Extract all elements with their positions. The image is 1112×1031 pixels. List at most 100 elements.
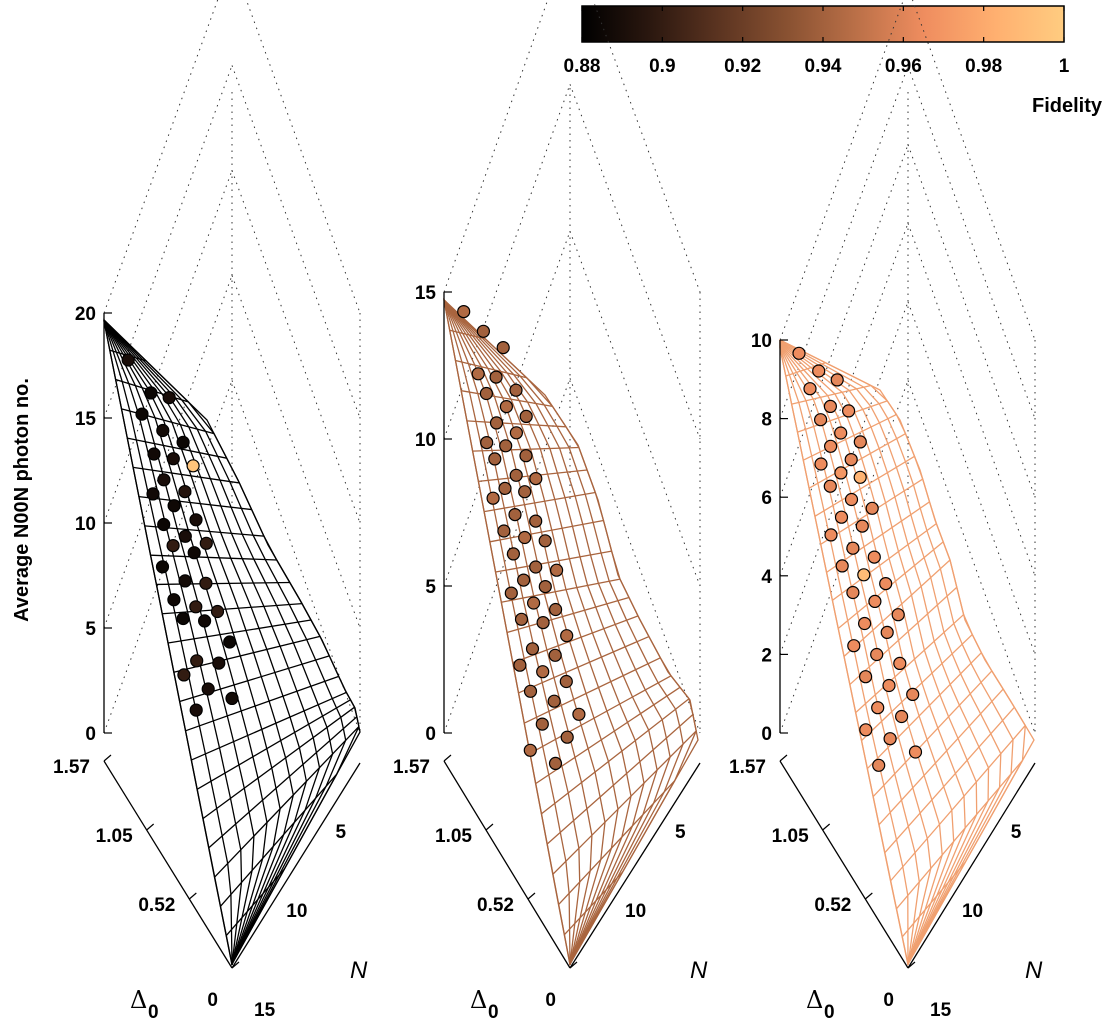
data-point	[529, 560, 543, 574]
data-point	[835, 559, 849, 573]
z-tick-label: 5	[85, 619, 96, 640]
surface-line	[483, 491, 596, 513]
data-point	[529, 472, 543, 486]
data-point	[883, 732, 897, 746]
surface-line	[443, 299, 658, 965]
surface-line	[540, 698, 690, 815]
z-tick-label: 0	[761, 724, 772, 745]
box-gridline	[569, 231, 701, 587]
surface-line	[443, 299, 606, 965]
surface-line	[138, 495, 252, 511]
box-gridline	[569, 84, 701, 440]
delta-axis-line	[443, 760, 571, 969]
surface-line	[103, 319, 347, 965]
data-point	[155, 560, 170, 574]
surface-line	[196, 699, 351, 790]
data-point	[823, 479, 837, 493]
surface-line	[461, 390, 553, 408]
n-tick-label: 5	[675, 822, 686, 843]
z-tick-label: 15	[415, 283, 437, 304]
surface-line	[443, 299, 645, 965]
box-gridline	[779, 223, 909, 576]
z-tick-label: 5	[425, 577, 436, 598]
colorbar-tick-label: 0.88	[564, 56, 601, 77]
delta-axis-subscript: 0	[824, 1002, 835, 1023]
surface-line	[466, 420, 567, 428]
surface-line	[103, 320, 268, 965]
surface-line	[518, 635, 650, 694]
data-point	[225, 691, 239, 706]
data-point	[509, 426, 524, 440]
data-point	[157, 473, 171, 487]
box-gridline	[569, 378, 701, 734]
surface-line	[443, 299, 619, 965]
colorbar-tick-label: 0.96	[885, 56, 922, 77]
n-axis-line	[907, 762, 1036, 969]
data-point	[792, 346, 806, 360]
surface-line	[506, 596, 630, 634]
data-point	[186, 459, 200, 473]
data-point	[506, 547, 521, 561]
data-point	[548, 602, 563, 617]
axes	[443, 292, 701, 969]
data-point	[560, 629, 574, 643]
surface-line	[443, 299, 571, 965]
data-point	[536, 615, 550, 630]
surface-line	[779, 347, 909, 966]
data-point	[834, 510, 849, 524]
box-gridline	[907, 301, 1036, 655]
data-point	[486, 491, 500, 505]
data-point	[894, 709, 909, 724]
data-point	[514, 612, 529, 626]
colorbar-tick-label: 0.92	[724, 56, 761, 77]
surface-line	[779, 341, 990, 965]
box-gridline	[443, 0, 549, 293]
colorbar-gradient	[581, 5, 1065, 43]
data-point	[519, 409, 533, 423]
delta-axis-line	[103, 760, 233, 969]
data-point	[857, 616, 872, 631]
data-point	[870, 647, 884, 662]
delta-tick-mark	[779, 754, 788, 762]
z-tick-label: 6	[761, 488, 772, 509]
surface-line	[103, 319, 308, 965]
data-point	[508, 507, 522, 522]
colorbar-label: Fidelity	[1032, 95, 1103, 117]
delta-tick-mark	[146, 823, 155, 831]
data-point	[547, 694, 561, 708]
delta-tick-mark	[527, 892, 536, 900]
box-gridline	[779, 301, 909, 655]
delta-tick-label: 1.05	[772, 826, 809, 847]
box-gridline	[907, 380, 1036, 734]
data-point	[479, 386, 493, 401]
surface-line	[495, 550, 612, 573]
z-tick-label: 0	[85, 724, 96, 745]
data-point	[853, 435, 867, 449]
delta-axis-label: Δ	[130, 986, 147, 1014]
n-axis-line	[231, 762, 361, 969]
n-tick-label: 10	[962, 901, 983, 922]
data-points	[792, 346, 923, 772]
surface-line	[563, 871, 623, 936]
surface-line	[156, 581, 290, 586]
surface-line	[103, 319, 360, 965]
delta-tick-label: 1.57	[53, 757, 90, 778]
surface-mesh	[442, 298, 699, 966]
data-point	[167, 499, 181, 513]
delta-tick-mark	[103, 754, 112, 762]
delta-tick-label: 1.57	[729, 757, 766, 778]
box-gridline	[443, 84, 571, 440]
data-point	[538, 579, 552, 594]
delta-axis-line	[779, 760, 909, 969]
surface-line	[779, 343, 966, 965]
data-points	[457, 305, 586, 771]
surface-line	[779, 346, 920, 965]
box-gridline	[907, 223, 1036, 576]
data-point	[880, 625, 894, 640]
data-point	[872, 758, 886, 772]
surface-line	[103, 320, 233, 965]
box-gridline	[231, 275, 361, 629]
z-tick-label: 2	[761, 645, 772, 666]
data-point	[178, 574, 192, 588]
